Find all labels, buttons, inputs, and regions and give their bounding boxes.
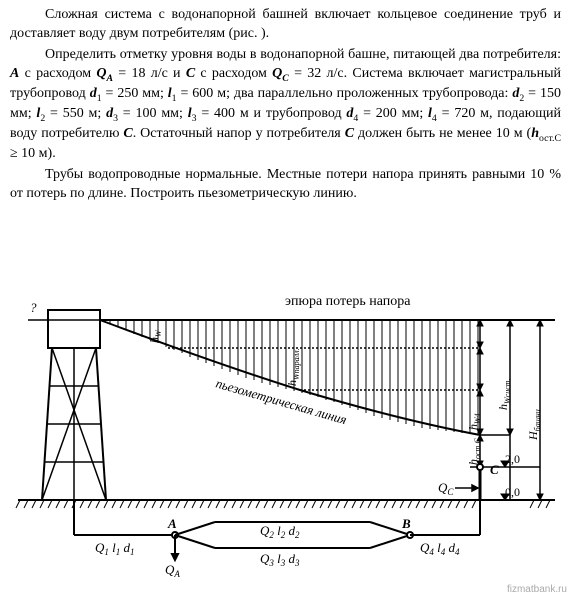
water-tower: ? xyxy=(28,300,106,500)
para-2: Определить отметку уровня воды в водонап… xyxy=(10,46,561,164)
diagram: ? xyxy=(0,270,571,580)
elev-0: 0,0 xyxy=(505,485,520,499)
label-QA: QA xyxy=(165,562,180,579)
t: с расходом xyxy=(19,66,96,81)
sym: C xyxy=(123,126,132,141)
elev-2: 2,0 xyxy=(505,452,520,466)
label-hW: hW xyxy=(147,329,163,343)
t: = 100 мм; xyxy=(118,106,188,121)
t: = 200 мм; xyxy=(358,106,428,121)
para-3: Трубы водопроводные нормальные. Местные … xyxy=(10,166,561,204)
t: ≥ 10 м). xyxy=(10,146,56,161)
label-Hbash: Hбашни xyxy=(526,409,542,441)
sub: ост.C xyxy=(539,133,561,144)
label-B: B xyxy=(401,516,411,531)
watermark: fizmatbank.ru xyxy=(507,583,567,597)
para-1: Сложная система с водонапорной башней вк… xyxy=(10,6,561,44)
sym: d xyxy=(90,86,97,101)
label-QC: QC xyxy=(438,480,454,497)
sym: Q xyxy=(272,66,282,81)
label-Q4: Q4 l4 d4 xyxy=(420,540,460,557)
t: = 600 м; два параллельно проложенных тру… xyxy=(177,86,513,101)
label-C: C xyxy=(490,462,499,477)
t: = 550 м; xyxy=(45,106,106,121)
t: должен быть не менее 10 м ( xyxy=(354,126,531,141)
label-Q3: Q3 l3 d3 xyxy=(260,551,300,568)
sym-A: A xyxy=(10,66,19,81)
t: Определить отметку уровня воды в водонап… xyxy=(45,47,561,62)
q-mark: ? xyxy=(30,300,37,315)
sym: h xyxy=(531,126,539,141)
sym: Q xyxy=(96,66,106,81)
label-epure: эпюра потерь напора xyxy=(285,294,411,309)
label-hw4: hW4 xyxy=(466,413,482,430)
t: = 250 мм; xyxy=(102,86,168,101)
t: = 400 м и трубопровод xyxy=(197,106,347,121)
t: . Остаточный напор у потребителя xyxy=(133,126,345,141)
t: с расходом xyxy=(195,66,272,81)
label-Q1: Q1 l1 d1 xyxy=(95,540,135,557)
sym-C: C xyxy=(186,66,195,81)
problem-text: Сложная система с водонапорной башней вк… xyxy=(10,6,561,203)
label-hwparal: hWпаралл. xyxy=(285,348,301,386)
label-hoctC: hост.C xyxy=(466,438,482,465)
label-Q2: Q2 l2 d2 xyxy=(260,523,300,540)
label-hwsist: hWсист. xyxy=(496,378,512,410)
label-A: A xyxy=(167,516,177,531)
sym: C xyxy=(345,126,354,141)
t: = 18 л/с и xyxy=(113,66,186,81)
